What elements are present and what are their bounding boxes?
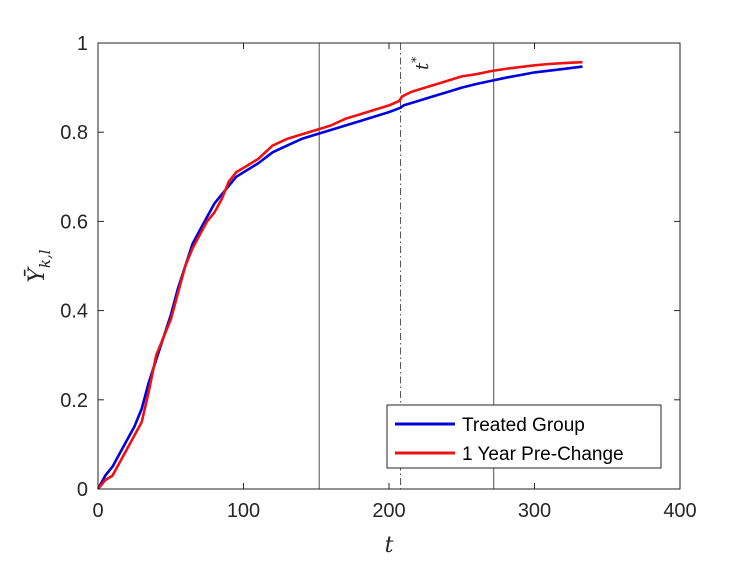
y-axis-label: Ȳk,l [24,249,54,282]
y-tick-label: 1 [77,33,88,55]
y-axis-label-main: Ȳ [24,266,50,283]
y-tick-label: 0 [77,479,88,501]
x-tick-label: 400 [663,500,696,522]
legend-label-treated: Treated Group [462,415,585,436]
x-tick-label: 100 [227,500,260,522]
pre-change-line [96,60,583,490]
axes: 0 100 200 300 400 0 0.2 0.4 0.6 0.8 1 [60,33,697,522]
annotation: t* [409,57,433,70]
legend: Treated Group 1 Year Pre-Change [386,404,662,469]
y-axis-label-sub: k,l [36,249,54,268]
x-tick-label: 300 [518,500,551,522]
t-star-main: t [412,62,433,70]
y-tick-label: 0.6 [60,211,88,233]
legend-box [386,404,662,469]
t-star-annotation: t* [409,57,433,70]
axis-labels: t Ȳk,l [24,249,394,558]
series-layer [96,60,583,490]
x-axis-label: t [385,533,394,558]
y-tick-label: 0.8 [60,122,88,144]
t-star-sup: * [409,57,423,63]
y-tick-label: 0.2 [60,390,88,412]
y-tick-label: 0.4 [60,301,88,323]
legend-label-prechange: 1 Year Pre-Change [462,444,624,465]
x-tick-label: 0 [92,500,103,522]
x-tick-label: 200 [372,500,405,522]
